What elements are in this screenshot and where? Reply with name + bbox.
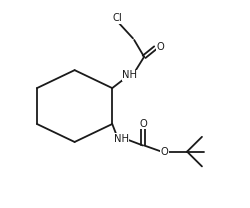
Text: O: O: [138, 119, 146, 129]
Text: NH: NH: [113, 134, 128, 144]
Text: O: O: [160, 147, 168, 157]
Text: Cl: Cl: [112, 14, 122, 24]
Text: O: O: [156, 42, 164, 52]
Text: NH: NH: [122, 70, 137, 80]
